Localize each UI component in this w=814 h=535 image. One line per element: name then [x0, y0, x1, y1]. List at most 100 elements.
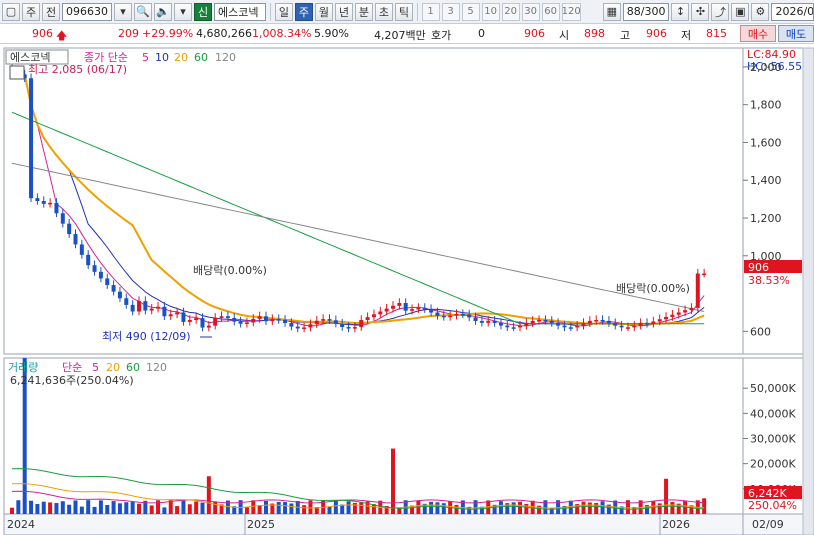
candle	[54, 202, 59, 214]
candle	[73, 234, 78, 245]
volume-bar	[105, 504, 110, 514]
candle	[22, 74, 27, 79]
candle	[48, 202, 53, 205]
volume-bar	[257, 505, 262, 514]
interval-120[interactable]: 120	[561, 2, 581, 21]
interval-60[interactable]: 60	[541, 2, 560, 21]
volume-bar	[473, 500, 478, 514]
candle	[416, 307, 421, 310]
volume-bar	[16, 500, 21, 514]
candle	[276, 319, 281, 321]
volume-bar	[340, 504, 345, 514]
tab-day[interactable]: 일	[274, 2, 293, 21]
interval-1[interactable]: 1	[421, 2, 440, 21]
price-tick-labels: 2,000 1,800 1,600 1,400 1,200 1,000 600	[743, 61, 782, 338]
crosshair-icon[interactable]: ✣	[691, 2, 710, 21]
candle	[60, 213, 65, 224]
candle	[657, 319, 662, 322]
volume-bar	[35, 503, 40, 514]
candle	[422, 307, 427, 310]
candle	[403, 303, 408, 311]
gear-icon[interactable]: ⚙	[751, 2, 770, 21]
volume-bar	[581, 501, 586, 514]
volume-bar	[359, 502, 364, 514]
candle	[295, 326, 300, 329]
candle	[162, 306, 167, 317]
volume-bar	[232, 506, 237, 514]
candle	[543, 320, 548, 322]
volume-bar	[225, 500, 230, 514]
candle	[117, 291, 122, 299]
candle	[168, 314, 173, 317]
tab-minute[interactable]: 분	[354, 2, 373, 21]
tab-tick[interactable]: 틱	[394, 2, 413, 21]
volume-bar	[352, 502, 357, 514]
price-tick-label: 1,800	[750, 99, 782, 112]
buy-button[interactable]: 매수	[740, 25, 776, 42]
current-price: 906	[32, 27, 53, 40]
stock-code-input[interactable]: 096630	[62, 2, 112, 21]
candle	[530, 320, 535, 324]
mode-select[interactable]: 주	[22, 2, 40, 21]
candle	[384, 308, 389, 312]
volume-bar	[111, 501, 116, 514]
spinner-icon[interactable]: ↕	[671, 2, 690, 21]
sell-button[interactable]: 매도	[778, 25, 814, 42]
interval-10[interactable]: 10	[481, 2, 500, 21]
candle	[702, 273, 707, 276]
volume-bar	[410, 505, 415, 514]
interval-3[interactable]: 3	[441, 2, 460, 21]
volume-bar	[86, 500, 91, 514]
ma-line	[11, 70, 705, 327]
volume-bar	[73, 500, 78, 514]
chart-area[interactable]: 에스코넥 종가 단순 5 10 20 60 120 최고 2,085 (06/1…	[0, 44, 814, 535]
candle	[562, 325, 567, 328]
interval-5[interactable]: 5	[461, 2, 480, 21]
candle	[479, 320, 484, 323]
volume-bar	[467, 506, 472, 514]
volume-bar	[619, 506, 624, 514]
candle	[645, 323, 649, 325]
calendar-small-icon[interactable]	[9, 65, 25, 80]
sound-icon[interactable]: 🔈	[154, 2, 172, 21]
dropdown-chevron-icon[interactable]: ▾	[114, 2, 132, 21]
window-icon[interactable]: ▢	[2, 2, 20, 21]
save-icon[interactable]: ▣	[731, 2, 750, 21]
chart-tool-icon[interactable]: ⤴	[711, 2, 730, 21]
count-field[interactable]: 88/300	[622, 2, 670, 21]
legend-ma10: 10	[155, 51, 169, 64]
stock-chart[interactable]: 에스코넥 종가 단순 5 10 20 60 120 최고 2,085 (06/1…	[0, 44, 814, 535]
candle	[111, 285, 116, 292]
vertical-scrollbar[interactable]	[802, 47, 814, 535]
quote-price: 906	[524, 27, 545, 40]
volume-bar	[149, 505, 154, 514]
volume-ma-line	[11, 490, 705, 504]
separator	[416, 2, 418, 21]
interval-20[interactable]: 20	[501, 2, 520, 21]
tab-month[interactable]: 월	[314, 2, 333, 21]
candle	[143, 301, 148, 311]
candle	[264, 316, 268, 322]
volume-bar	[511, 502, 516, 514]
volume-bar	[416, 500, 421, 514]
candle	[435, 312, 440, 316]
tab-year[interactable]: 년	[334, 2, 353, 21]
tab-week[interactable]: 주	[294, 2, 313, 21]
volume-bar	[632, 506, 637, 514]
interval-30[interactable]: 30	[521, 2, 540, 21]
volume-bar	[492, 504, 497, 514]
calendar-icon[interactable]: ▦	[602, 2, 621, 21]
prev-toggle[interactable]: 전	[42, 2, 60, 21]
price-tick-label: 1,600	[750, 136, 782, 149]
candle	[29, 78, 34, 199]
list-icon[interactable]: ▾	[174, 2, 192, 21]
tab-second[interactable]: 초	[374, 2, 393, 21]
date-field[interactable]: 2026/02/0	[771, 2, 814, 21]
search-icon[interactable]: 🔍	[134, 2, 152, 21]
volume-bar	[54, 503, 59, 514]
volume-tick-label: 40,000K	[750, 407, 796, 420]
high-annotation: 최고 2,085 (06/17)	[28, 63, 127, 76]
price-tick-label: 1,400	[750, 174, 782, 187]
x-label-2025: 2025	[247, 518, 275, 531]
volume-bar	[175, 506, 180, 514]
